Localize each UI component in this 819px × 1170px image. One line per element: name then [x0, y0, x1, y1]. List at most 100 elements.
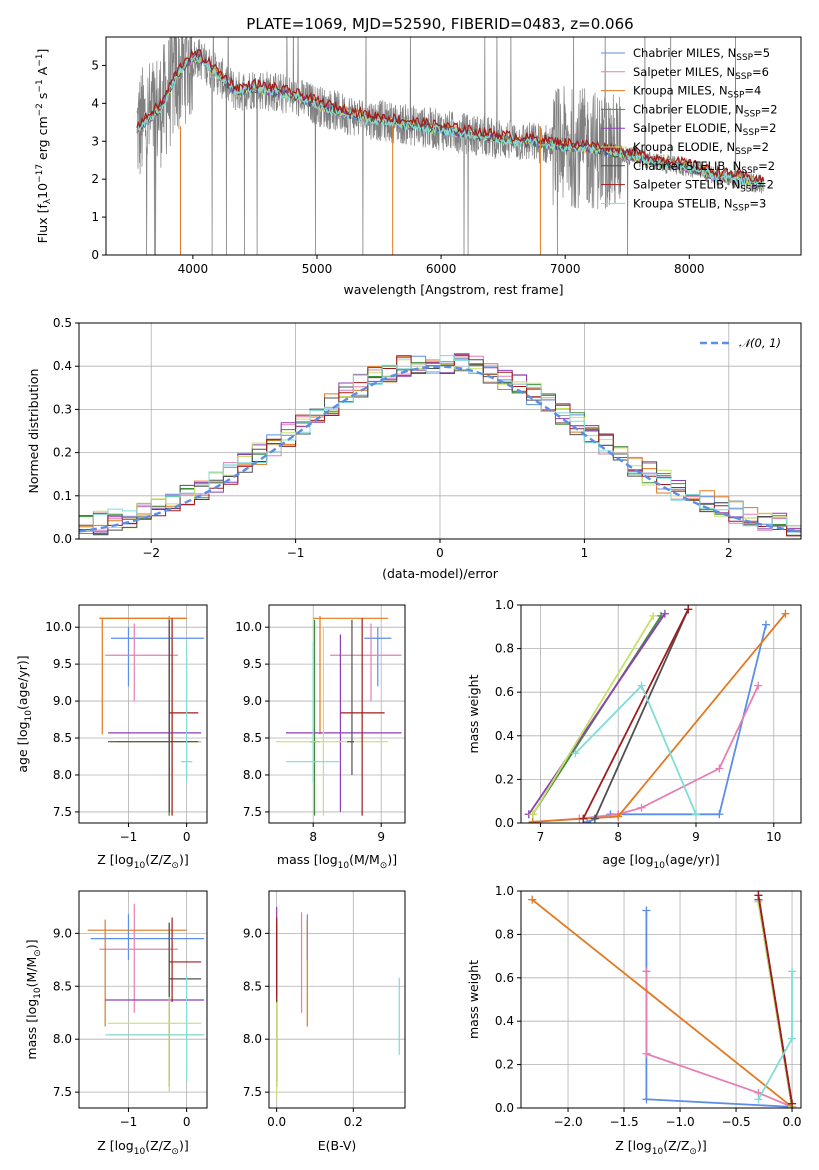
age-vs-mass-xlabel: mass [log10(M/M⊙)]	[277, 852, 397, 871]
cumulative-age-ytick-label: 0.2	[495, 772, 514, 786]
age-vs-Z-axes: −1 0 7.5 8.0 8.5 9.0 9.5 10.0	[45, 605, 207, 844]
cumulative-age-series-line	[532, 613, 787, 823]
residuals-ytick-label: 0.2	[53, 446, 72, 460]
cumulative-Z-lines	[528, 891, 797, 1108]
residuals-ytick-label: 0.5	[53, 316, 72, 330]
spectrum-title: PLATE=1069, MJD=52590, FIBERID=0483, z=0…	[246, 15, 633, 33]
age-vs-Z-points	[99, 616, 205, 816]
cumulative-Z-ylabel: mass weight	[466, 960, 481, 1039]
spectrum-ytick-label: 0	[91, 248, 99, 262]
residuals-ytick-label: 0.3	[53, 402, 72, 416]
cumulative-age-series-marker	[660, 609, 669, 618]
residuals-hist	[79, 353, 801, 538]
age-vs-mass-xtick-label: 8	[309, 830, 317, 844]
residuals-xtick-label: 1	[581, 546, 589, 560]
cumulative-age-series-marker	[692, 810, 700, 819]
mass-vs-ebv-ytick-label: 7.5	[243, 1085, 262, 1099]
cumulative-Z-series-marker	[788, 1099, 797, 1108]
age-vs-Z-ytick-label: 9.0	[53, 694, 72, 708]
mass-vs-ebv-points	[276, 906, 400, 1098]
mass-vs-ebv-axes: 0.0 0.2 7.5 8.0 8.5 9.0	[243, 891, 405, 1129]
mass-vs-Z-ytick-label: 9.0	[53, 926, 72, 940]
legend-entry: Kroupa ELODIE, NSSP=2	[633, 140, 769, 157]
cumulative-Z-xlabel: Z [log10(Z/Z⊙)]	[615, 1138, 706, 1157]
spectrum-xtick-label: 8000	[674, 262, 705, 276]
spectrum-model-line	[136, 56, 765, 191]
legend-entry: Salpeter MILES, NSSP=6	[633, 65, 769, 82]
mass-vs-Z-axes: −1 0 7.5 8.0 8.5 9.0	[53, 891, 207, 1129]
cumulative-age-series-marker	[754, 681, 763, 690]
cumulative-age-series-marker	[762, 620, 770, 629]
cumulative-Z-xtick-label: 0.0	[782, 1115, 801, 1129]
cumulative-age-ytick-label: 1.0	[495, 598, 514, 612]
cumulative-age-series-marker	[715, 810, 724, 819]
age-vs-mass-ytick-label: 10.0	[235, 620, 262, 634]
age-vs-Z-ytick-label: 7.5	[53, 805, 72, 819]
mass-vs-ebv-xtick-label: 0.2	[344, 1115, 363, 1129]
spectrum-xtick-label: 5000	[302, 262, 333, 276]
age-vs-Z-xtick-label: 0	[183, 830, 191, 844]
residuals-xtick-label: −1	[287, 546, 305, 560]
age-vs-mass-ytick-label: 9.5	[243, 657, 262, 671]
cumulative-Z-xtick-label: −1.0	[665, 1115, 694, 1129]
cumulative-Z-series-marker	[788, 1034, 797, 1043]
cumulative-age-series-marker	[781, 609, 790, 618]
spectrum-ytick-label: 3	[91, 134, 99, 148]
spectrum-model-line	[136, 54, 765, 190]
residuals-xtick-label: 0	[436, 546, 444, 560]
cumulative-age-series-marker	[649, 611, 658, 620]
age-vs-Z-ytick-label: 10.0	[45, 620, 72, 634]
cumulative-Z-ytick-label: 0.4	[495, 1014, 514, 1028]
cumulative-Z-xtick-label: −0.5	[721, 1115, 750, 1129]
age-vs-mass-xtick-label: 9	[377, 830, 385, 844]
age-vs-mass-points	[275, 616, 402, 816]
cumulative-age-series-marker	[528, 810, 537, 819]
residuals-legend-label: 𝒩(0, 1)	[739, 336, 781, 350]
cumulative-Z-xtick-label: −1.5	[609, 1115, 638, 1129]
age-vs-Z-frame	[78, 604, 208, 824]
spectrum-frame	[105, 36, 802, 256]
cumulative-Z-series-line	[531, 898, 793, 1108]
residuals-xtick-label: 2	[725, 546, 733, 560]
spectrum-xtick-label: 7000	[550, 262, 581, 276]
cumulative-age-series-marker	[571, 749, 580, 758]
residuals-step-series	[79, 355, 801, 532]
mass-vs-Z-ytick-label: 7.5	[53, 1085, 72, 1099]
residuals-axes: −2 −1 0 1 2 0.0 0.1 0.2 0.3 0.4 0.5	[53, 316, 801, 560]
cumulative-age-xtick-label: 8	[614, 830, 622, 844]
cumulative-Z-series-line	[645, 971, 793, 1108]
spectrum-ytick-label: 4	[91, 96, 99, 110]
cumulative-Z-axes: −2.0 −1.5 −1.0 −0.5 0.0 0.0 0.2 0.4 0.6 0.8 1.0	[495, 884, 802, 1129]
cumulative-Z-series-marker	[528, 895, 537, 904]
cumulative-age-xtick-label: 7	[537, 830, 545, 844]
cumulative-Z-ytick-label: 1.0	[495, 884, 514, 898]
cumulative-age-frame	[520, 604, 802, 824]
cumulative-Z-series-marker	[754, 1095, 763, 1104]
cumulative-Z-ytick-label: 0.0	[495, 1101, 514, 1115]
cumulative-Z-ytick-label: 0.2	[495, 1058, 514, 1072]
cumulative-age-xtick-label: 10	[766, 830, 781, 844]
cumulative-age-series-line	[531, 615, 654, 815]
cumulative-age-axes: 7 8 9 10 0.0 0.2 0.4 0.6 0.8 1.0	[495, 598, 801, 844]
age-vs-Z-ylabel: age [log10(age/yr)]	[15, 655, 34, 772]
spectrum-observed	[136, 37, 765, 255]
age-vs-Z-xtick-label: −1	[120, 830, 138, 844]
cumulative-Z-frame	[520, 890, 802, 1109]
mass-vs-ebv-ytick-label: 8.5	[243, 979, 262, 993]
spectrum-ytick-label: 5	[91, 58, 99, 72]
age-vs-mass-axes: 8 9 7.5 8.0 8.5 9.0 9.5 10.0	[235, 605, 405, 844]
residuals-xtick-label: −2	[142, 546, 160, 560]
cumulative-age-ytick-label: 0.8	[495, 642, 514, 656]
age-vs-Z-ytick-label: 8.5	[53, 731, 72, 745]
mass-vs-Z-ytick-label: 8.5	[53, 979, 72, 993]
residuals-frame	[78, 322, 802, 540]
age-vs-mass-ytick-label: 8.0	[243, 768, 262, 782]
spectrum-ytick-label: 1	[91, 210, 99, 224]
spectrum-legend: Chabrier MILES, NSSP=5 Salpeter MILES, NS…	[601, 46, 778, 213]
cumulative-Z-series-line	[757, 895, 793, 1104]
cumulative-age-series-marker	[684, 605, 693, 614]
mass-vs-Z-xtick-label: 0	[183, 1115, 191, 1129]
cumulative-Z-xtick-label: −2.0	[553, 1115, 582, 1129]
cumulative-age-ytick-label: 0.6	[495, 685, 514, 699]
mass-vs-ebv-ytick-label: 8.0	[243, 1032, 262, 1046]
